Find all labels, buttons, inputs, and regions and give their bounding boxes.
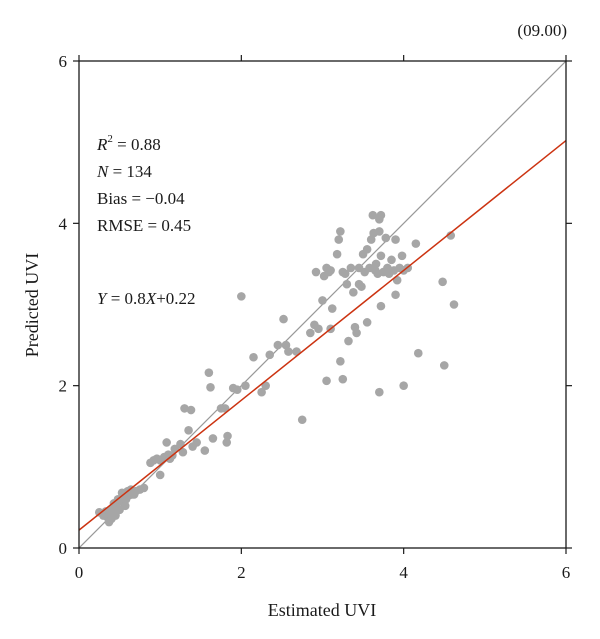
data-point: [162, 438, 171, 447]
axis-ticks: 0 2 4 6 0 2 4 6: [59, 52, 572, 582]
data-point: [438, 277, 447, 287]
data-point: [297, 415, 307, 425]
data-point: [357, 282, 366, 291]
data-point: [391, 290, 400, 300]
bias-text: Bias = −0.04: [97, 189, 185, 208]
data-point: [223, 431, 232, 441]
data-point: [129, 490, 139, 499]
r-squared-text: R2 = 0.88: [96, 133, 161, 154]
data-point: [192, 438, 201, 447]
data-point: [121, 495, 131, 504]
scatter-points: [94, 210, 459, 527]
data-point: [366, 235, 376, 244]
data-point: [200, 446, 210, 455]
data-point: [311, 267, 321, 277]
data-point: [249, 352, 258, 362]
data-point: [326, 266, 335, 275]
plot-marks: [79, 61, 566, 548]
data-point: [284, 347, 293, 356]
data-point: [139, 483, 149, 493]
x-tick-label: 2: [237, 563, 246, 582]
x-tick-label: 0: [75, 563, 84, 582]
x-axis-label: Estimated UVI: [268, 600, 376, 620]
data-point: [346, 263, 356, 273]
data-point: [322, 376, 331, 386]
data-point: [376, 301, 386, 311]
data-point: [376, 251, 386, 261]
data-point: [220, 404, 230, 413]
data-point: [318, 296, 327, 305]
y-tick-label: 0: [59, 539, 68, 558]
y-tick-label: 6: [59, 52, 68, 71]
data-point: [180, 404, 189, 413]
data-point: [184, 426, 193, 435]
panel-tag: (09.00): [517, 21, 567, 40]
data-point: [349, 288, 358, 297]
data-point: [257, 387, 266, 397]
data-point: [332, 249, 342, 259]
data-point: [352, 328, 361, 338]
n-text: N = 134: [96, 162, 152, 181]
data-point: [204, 368, 214, 377]
data-point: [375, 387, 384, 397]
data-point: [391, 235, 400, 244]
data-point: [397, 251, 407, 261]
data-point: [273, 340, 283, 350]
data-point: [376, 210, 386, 220]
data-point: [178, 447, 188, 457]
data-point: [362, 245, 372, 254]
data-point: [155, 470, 165, 480]
data-point: [381, 233, 391, 243]
y-tick-label: 2: [59, 377, 68, 396]
rmse-text: RMSE = 0.45: [97, 216, 191, 235]
y-axis-label: Predicted UVI: [22, 253, 42, 357]
data-point: [354, 263, 364, 273]
data-point: [413, 348, 423, 358]
regression-line: [79, 139, 566, 531]
data-point: [334, 235, 344, 244]
data-point: [411, 239, 421, 248]
regression-equation: Y = 0.8X+0.22: [97, 289, 196, 308]
data-point: [342, 279, 352, 289]
stats-annotation: R2 = 0.88 N = 134 Bias = −0.04 RMSE = 0.…: [96, 133, 196, 308]
data-point: [327, 304, 337, 313]
data-point: [176, 439, 185, 449]
data-point: [336, 357, 345, 366]
data-point: [362, 318, 372, 327]
data-point: [206, 382, 215, 392]
data-point: [314, 324, 323, 334]
data-point: [120, 501, 130, 511]
data-point: [387, 255, 396, 265]
data-point: [261, 381, 270, 390]
data-point: [208, 434, 218, 443]
data-point: [306, 328, 315, 338]
data-point: [281, 340, 291, 350]
data-point: [368, 210, 378, 220]
data-point: [237, 292, 246, 301]
data-point: [279, 314, 288, 324]
data-point: [241, 381, 250, 390]
data-point: [439, 361, 449, 370]
data-point: [265, 350, 275, 360]
data-point: [375, 227, 384, 236]
x-tick-label: 6: [562, 563, 571, 582]
x-tick-label: 4: [399, 563, 408, 582]
data-point: [232, 385, 242, 395]
data-point: [371, 259, 381, 269]
y-tick-label: 4: [59, 214, 68, 233]
data-point: [344, 336, 353, 346]
data-point: [338, 374, 348, 384]
data-point: [112, 503, 122, 512]
data-point: [446, 231, 456, 240]
data-point: [399, 381, 408, 390]
plot-frame: [78, 60, 567, 549]
data-point: [222, 438, 232, 447]
data-point: [449, 300, 459, 309]
data-point: [340, 269, 350, 278]
data-point: [186, 405, 196, 415]
data-point: [336, 227, 345, 236]
